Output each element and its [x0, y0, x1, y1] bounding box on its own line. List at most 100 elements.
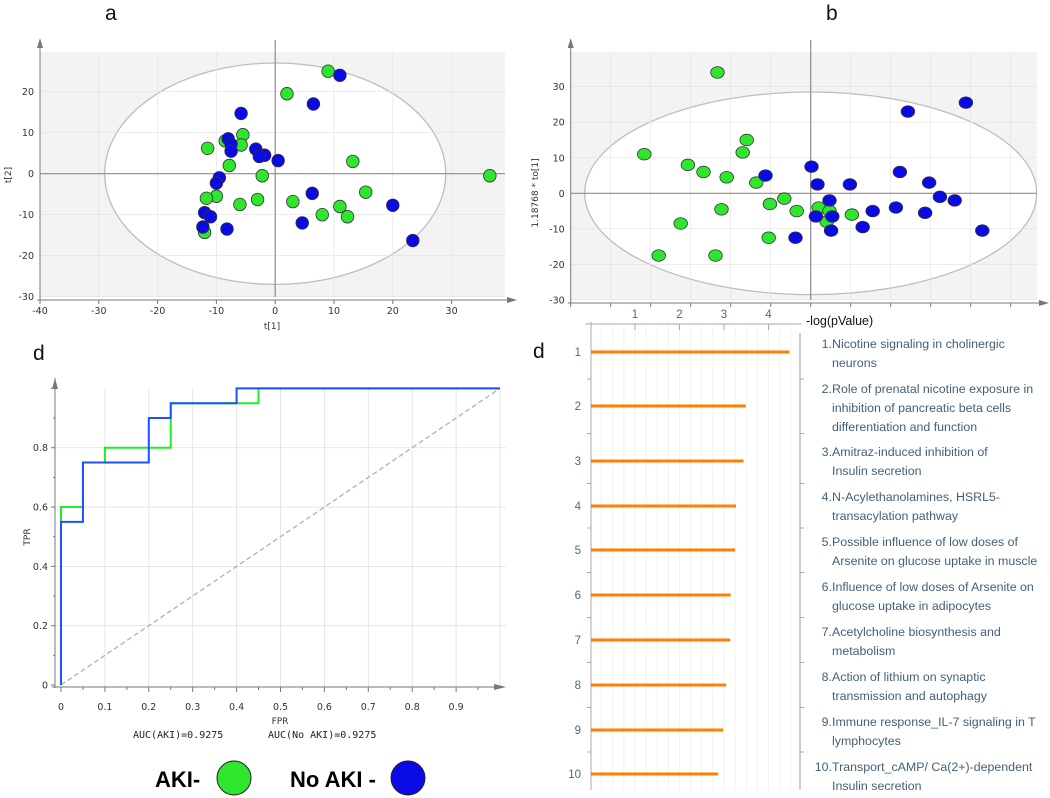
- roc-x-tick-label: 0.7: [361, 702, 376, 713]
- scatter-a-x-tick-label: -10: [209, 306, 225, 317]
- scatter-b-point-aki: [680, 158, 696, 172]
- scatter-a-xlabel: t[1]: [264, 322, 280, 332]
- scatter-a-point-aki: [340, 210, 355, 224]
- scatter-b-point-no-aki: [788, 231, 803, 244]
- scatter-b-point-aki: [761, 231, 776, 244]
- scatter-a-y-axis-arrow: [37, 38, 43, 48]
- scatter-a-point-aki: [233, 197, 247, 212]
- pathway-number: 8.: [821, 670, 832, 684]
- scatter-a-x-tick-label: -30: [91, 306, 107, 317]
- scatter-b-y-tick-label: 20: [553, 118, 565, 129]
- scatter-b-point-no-aki: [900, 105, 916, 118]
- scatter-b-point-no-aki: [808, 210, 824, 223]
- scatter-a-point-no-aki: [220, 222, 234, 236]
- pathway-name-line: Acetylcholine biosynthesis and: [832, 625, 1001, 639]
- pathway-name-line: inhibition of pancreatic beta cells: [832, 401, 1012, 415]
- panel-label-a: a: [105, 2, 117, 25]
- scatter-b-y-tick-label: -30: [549, 295, 565, 306]
- pathway-rank-label: 6: [575, 590, 581, 602]
- scatter-b-point-aki: [708, 249, 723, 262]
- pathway-item: 1. Nicotine signaling in cholinergic neuro…: [812, 335, 1048, 373]
- pathway-name-line: transmission and autophagy: [832, 689, 987, 703]
- pathway-item: 9. Immune response_IL-7 signaling in T lym…: [812, 713, 1048, 751]
- scatter-b-point-no-aki: [842, 178, 858, 191]
- scatter-a-point-aki: [315, 207, 329, 222]
- scatter-b-point-no-aki: [975, 224, 990, 237]
- pathway-item: 4. N-Acylethanolamines, HSRL5- transacylat…: [812, 488, 1048, 526]
- panel-label-b: b: [826, 2, 838, 25]
- pathway-rank-label: 2: [575, 401, 581, 413]
- scatter-a-point-no-aki: [234, 106, 248, 121]
- scatter-a-y-tick-label: 20: [22, 87, 34, 98]
- pathway-name-line: lymphocytes: [832, 734, 901, 748]
- pathway-name-line: Nicotine signaling in cholinergic: [832, 337, 1005, 351]
- scatter-a-x-tick-label: -40: [32, 306, 48, 317]
- bar-x-tick-label: 2: [676, 309, 682, 321]
- scatter-a-x-axis-arrow: [507, 297, 517, 303]
- scatter-a-point-aki: [286, 194, 300, 209]
- roc-y-tick-label: 0.4: [33, 562, 48, 573]
- auc-aki-annotation: AUC(AKI)=0.9275: [133, 730, 223, 741]
- scatter-b-point-no-aki: [804, 160, 819, 173]
- pathway-number: 7.: [821, 625, 832, 639]
- scatter-a-y-tick-label: -30: [18, 292, 34, 303]
- scatter-b-point-aki: [719, 171, 734, 184]
- pathway-name-line: Insulin secretion: [832, 779, 922, 793]
- scatter-b-point-no-aki: [958, 96, 974, 109]
- scatter-a-point-aki: [333, 199, 347, 214]
- pathway-name-line: N-Acylethanolamines, HSRL5-: [832, 490, 1001, 504]
- roc-xlabel: FPR: [272, 717, 289, 727]
- scatter-a-point-aki: [280, 87, 294, 101]
- scatter-a-point-no-aki: [305, 186, 319, 201]
- pathway-rank-label: 1: [575, 347, 581, 359]
- scatter-a-x-tick-label: 0: [272, 306, 278, 317]
- pathway-rank-label: 5: [575, 545, 581, 557]
- scatter-b-point-aki: [696, 165, 711, 179]
- legend-aki-marker: [216, 760, 252, 796]
- roc-x-axis-arrow: [494, 684, 506, 690]
- scatter-b-point-aki: [739, 133, 754, 147]
- roc-x-tick-label: 0.6: [317, 702, 332, 713]
- scatter-b-ylabel: 1.18768 * to[1]: [531, 158, 541, 227]
- scatter-a-y-tick-label: 0: [28, 169, 34, 180]
- pathway-item: 5. Possible influence of low doses of Arse…: [812, 533, 1048, 571]
- scatter-b-y-tick-label: -20: [549, 260, 565, 271]
- pathway-name-line: Possible influence of low doses of: [832, 535, 1018, 549]
- pathway-number: 1.: [821, 337, 832, 351]
- pathway-rank-label: 10: [568, 769, 581, 781]
- scatter-b-point-no-aki: [855, 220, 870, 234]
- pathway-number: 4.: [821, 490, 832, 504]
- pathway-name-line: glucose uptake in adipocytes: [832, 599, 992, 613]
- scatter-b-point-no-aki: [917, 206, 933, 220]
- scatter-a-point-no-aki: [209, 176, 224, 190]
- roc-x-tick-label: 0: [58, 702, 64, 713]
- pathway-number: 3.: [821, 445, 832, 459]
- roc-y-axis-arrow: [52, 378, 58, 389]
- roc-x-tick-label: 0.4: [229, 702, 244, 713]
- scatter-a-x-tick-label: -20: [150, 306, 166, 317]
- pathway-bar-plot: 1 2 3 4 1 2 3 4 5 6 7 8 9 10: [568, 309, 804, 790]
- pathway-item: 2. Role of prenatal nicotine exposure in i…: [812, 380, 1048, 437]
- scatter-b-point-aki: [749, 176, 764, 189]
- scatter-b-point-aki: [789, 204, 804, 218]
- scatter-a-point-aki: [250, 192, 265, 207]
- roc-chance-diagonal: [60, 387, 501, 686]
- scatter-b-y-axis-arrow: [567, 38, 574, 48]
- scatter-a-point-aki: [483, 169, 497, 183]
- scatter-b-point-no-aki: [822, 194, 837, 207]
- pathway-rank-label: 8: [575, 680, 581, 692]
- pathway-item: 6. Influence of low doses of Arsenite on g…: [812, 578, 1048, 616]
- roc-x-tick-label: 0.9: [449, 702, 464, 713]
- roc-x-tick-label: 0.2: [141, 702, 156, 713]
- roc-ylabel: TPR: [23, 528, 33, 546]
- pathway-name-line: Transport_cAMP/ Ca(2+)-dependent: [832, 760, 1033, 774]
- scatter-a-x-tick-label: 20: [387, 306, 399, 317]
- scatter-b-y-tick-label: 10: [553, 153, 565, 164]
- pathway-name-line: Action of lithium on synaptic: [832, 670, 986, 684]
- scatter-b-point-aki: [714, 203, 729, 216]
- scatter-a-x-tick-label: 30: [446, 306, 458, 317]
- roc-y-tick-label: 0.6: [33, 503, 48, 514]
- scatter-b-point-no-aki: [758, 169, 773, 182]
- scatter-b-point-no-aki: [892, 165, 908, 179]
